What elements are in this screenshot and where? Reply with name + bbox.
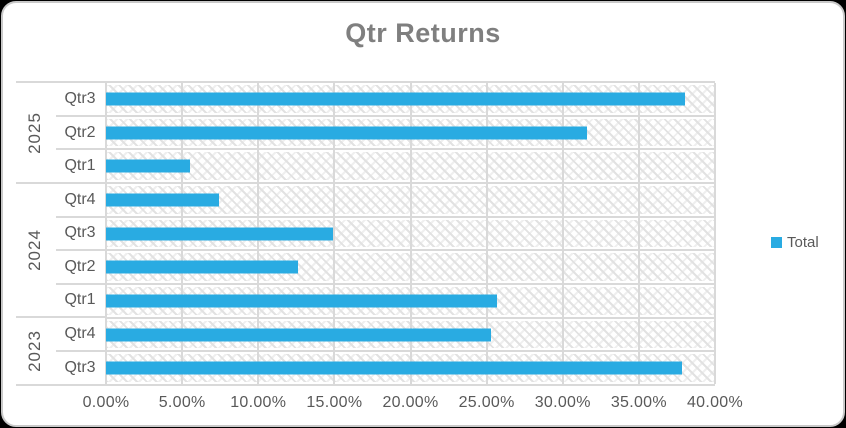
quarter-axis-label: Qtr2 xyxy=(56,251,106,285)
legend: Total xyxy=(771,234,819,251)
x-axis-tick-label: 30.00% xyxy=(534,394,591,411)
data-bar xyxy=(106,193,219,207)
x-axis-tick-label: 20.00% xyxy=(382,394,439,411)
plot-row xyxy=(106,218,715,252)
legend-label: Total xyxy=(787,234,819,251)
year-axis-label: 2023 xyxy=(25,330,44,372)
y-axis: 2025 Qtr3 Qtr2 Qtr1 2024 Qtr4 Qtr3 Qtr2 Qtr1 2023… xyxy=(16,81,106,386)
quarter-axis-label: Qtr3 xyxy=(64,359,96,376)
chart-title: Qtr Returns xyxy=(345,18,501,48)
quarter-label-column: Qtr4 Qtr3 xyxy=(56,318,106,384)
x-axis-tick-label: 35.00% xyxy=(610,394,667,411)
quarter-label-column: Qtr3 Qtr2 Qtr1 xyxy=(56,83,106,182)
quarter-label-column: Qtr4 Qtr3 Qtr2 Qtr1 xyxy=(56,184,106,316)
legend-marker-icon xyxy=(771,237,782,248)
x-axis: 0.00% 5.00% 10.00% 15.00% 20.00% 25.00% 30.00%… xyxy=(83,394,743,420)
x-axis-tick-label: 15.00% xyxy=(306,394,363,411)
data-bar xyxy=(106,260,298,274)
data-bar xyxy=(106,92,685,106)
quarter-axis-label: Qtr1 xyxy=(64,157,96,175)
plot-row xyxy=(106,352,715,384)
plot-row xyxy=(106,251,715,286)
x-axis-tick-label: 0.00% xyxy=(82,394,130,411)
data-bar xyxy=(106,361,682,375)
hatch-pattern xyxy=(106,152,715,181)
data-bar xyxy=(106,328,492,342)
x-axis-tick-label: 40.00% xyxy=(686,394,744,411)
data-bar xyxy=(106,159,190,173)
plot-row xyxy=(106,285,715,319)
plot-row xyxy=(106,117,715,151)
year-axis-label: 2024 xyxy=(25,229,44,271)
plot-row xyxy=(106,319,715,353)
plot-row xyxy=(106,150,715,185)
plot-row xyxy=(106,83,715,117)
x-axis-tick-label: 5.00% xyxy=(158,394,206,411)
quarter-axis-label: Qtr4 xyxy=(56,318,106,352)
quarter-axis-label: Qtr3 xyxy=(56,83,106,117)
year-group: 2025 Qtr3 Qtr2 Qtr1 xyxy=(16,83,106,184)
x-axis-tick-label: 25.00% xyxy=(458,394,515,411)
quarter-axis-label: Qtr2 xyxy=(56,117,106,151)
quarter-axis-label: Qtr4 xyxy=(56,184,106,218)
plot-row xyxy=(106,184,715,218)
bar-rows xyxy=(106,83,715,384)
quarter-axis-label: Qtr1 xyxy=(64,291,96,309)
data-bar xyxy=(106,294,498,308)
year-group: 2023 Qtr4 Qtr3 xyxy=(16,318,106,384)
x-axis-tick-label: 10.00% xyxy=(230,394,287,411)
quarter-axis-label: Qtr3 xyxy=(56,218,106,251)
year-group: 2024 Qtr4 Qtr3 Qtr2 Qtr1 xyxy=(16,184,106,318)
data-bar xyxy=(106,227,333,241)
year-axis-label: 2025 xyxy=(25,111,44,154)
plot-area xyxy=(105,81,716,386)
data-bar xyxy=(106,126,588,139)
